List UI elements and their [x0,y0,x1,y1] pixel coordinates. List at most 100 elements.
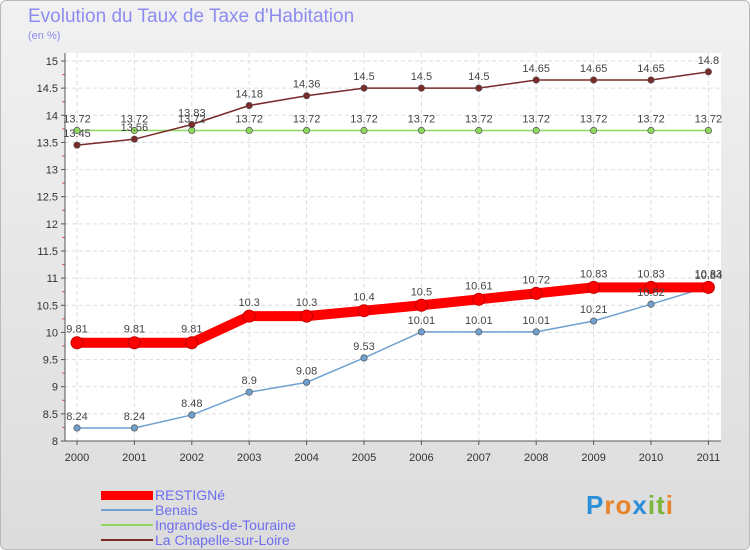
data-point [704,68,712,76]
data-label: 10.83 [580,268,608,280]
legend-swatch [101,539,153,541]
logo-letter: r [604,490,616,520]
y-tick-label: 8.5 [43,409,58,421]
y-tick-label: 14.5 [37,83,58,95]
y-tick-label: 9.5 [43,355,58,367]
data-label: 10.72 [522,274,550,286]
data-label: 14.5 [411,71,432,83]
data-point [188,120,196,129]
y-tick-label: 13 [46,165,58,177]
data-point [127,336,141,350]
data-label: 9.81 [181,324,202,336]
data-point [130,126,138,135]
data-point [587,280,601,294]
data-label: 14.8 [698,55,719,67]
logo-letter: i [647,490,657,520]
x-tick-label: 2007 [467,452,491,464]
series-line [77,282,709,348]
data-point [590,126,598,135]
data-point [70,336,84,350]
data-point [414,298,428,312]
data-label: 13.72 [408,113,436,125]
data-label: 13.72 [121,113,149,125]
x-tick-label: 2010 [639,452,663,464]
data-label: 13.72 [178,113,206,125]
data-point [590,317,598,325]
data-label: 10.01 [465,315,493,327]
data-point [532,328,540,336]
data-point [188,411,196,419]
data-label: 13.56 [121,122,149,134]
data-point [130,424,138,432]
x-tick-label: 2000 [65,452,89,464]
data-point [475,84,483,92]
x-tick-label: 2008 [524,452,548,464]
data-point [472,292,486,306]
y-tick-label: 11 [47,273,58,285]
data-label: 13.72 [350,113,378,125]
data-label: 13.72 [580,113,608,125]
data-point [532,76,540,84]
x-tick-label: 2006 [409,452,433,464]
data-point [475,126,483,135]
y-tick-label: 12.5 [37,192,58,204]
data-label: 10.61 [465,280,493,292]
series-line [77,286,709,429]
x-tick-label: 2001 [122,452,146,464]
data-label: 13.72 [293,113,321,125]
logo-letter: o [615,490,633,520]
data-label: 10.84 [695,270,723,282]
plot-area [65,53,721,441]
data-label: 10.52 [637,287,665,299]
data-point [242,309,256,323]
data-label: 10.4 [353,292,374,304]
chart-subtitle: (en %) [28,30,61,42]
data-label: 8.48 [181,398,202,410]
y-tick-label: 14 [46,110,58,122]
data-point [245,388,253,396]
data-label: 13.83 [178,108,206,120]
data-point [188,126,196,135]
legend-swatch [101,490,153,500]
data-label: 14.65 [580,63,608,75]
proxiti-logo: Proxiti [586,490,674,521]
data-point [73,141,81,149]
data-label: 14.65 [522,63,550,75]
data-label: 13.72 [695,113,723,125]
data-label: 14.65 [637,63,665,75]
chart-title: Evolution du Taux de Taxe d'Habitation [28,6,355,27]
logo-letter: x [632,490,648,520]
data-point [417,328,425,336]
data-point [644,280,658,294]
data-label: 10.3 [296,297,317,309]
legend-label: RESTIGNé [155,487,226,503]
data-label: 10.01 [522,315,550,327]
data-label: 13.72 [522,113,550,125]
data-label: 10.01 [408,315,436,327]
data-label: 8.9 [242,375,257,387]
data-point [303,126,311,135]
data-label: 14.5 [353,71,374,83]
legend-swatch [101,509,153,511]
x-tick-label: 2002 [180,452,204,464]
data-label: 10.83 [695,268,723,280]
legend-label: Benais [155,502,198,518]
data-point [417,126,425,135]
y-tick-label: 10.5 [37,300,58,312]
y-tick-label: 11.5 [37,246,58,258]
data-point [360,84,368,92]
data-point [532,126,540,135]
data-label: 13.72 [465,113,493,125]
data-label: 13.72 [63,113,91,125]
data-label: 9.53 [353,341,374,353]
series-line [76,71,709,146]
data-label: 8.24 [124,411,145,423]
data-label: 9.81 [124,324,145,336]
legend-swatch [101,524,153,526]
x-tick-label: 2011 [697,452,721,464]
y-tick-label: 9 [52,382,58,394]
x-tick-label: 2004 [294,452,318,464]
data-point [300,309,314,323]
